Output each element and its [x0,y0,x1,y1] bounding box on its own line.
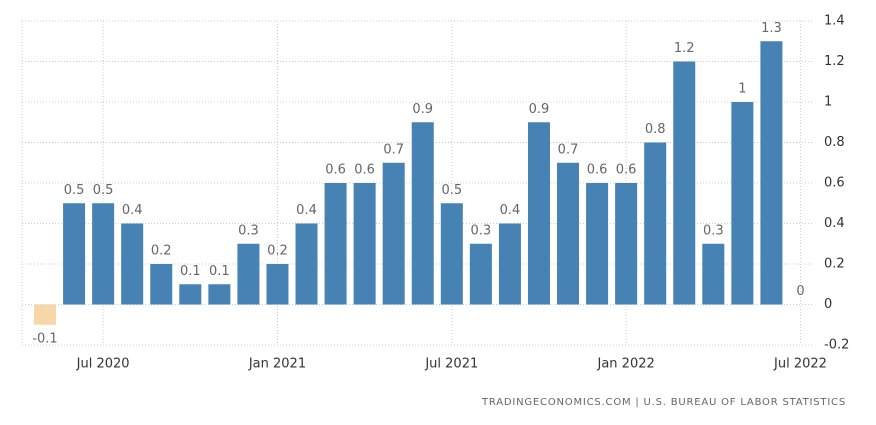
value-label: 1.3 [761,21,782,36]
value-label: 0.6 [325,163,346,178]
bar [644,142,667,305]
bar [63,203,86,305]
y-tick-label: 1.4 [824,14,845,29]
bar [295,223,318,305]
value-label: 0.4 [500,203,521,218]
bar [34,304,57,325]
value-label: 0.3 [238,223,259,238]
x-tick-label: Jul 2022 [773,357,827,372]
value-label: 0.5 [64,183,85,198]
value-label: 0.9 [412,102,433,117]
value-label: 0.2 [267,244,288,259]
value-label: 0.1 [209,264,230,279]
bar [702,243,725,305]
bar [208,284,231,305]
bar [237,243,260,305]
bar [382,162,405,305]
value-label: 0.6 [354,163,375,178]
value-label: 0.5 [441,183,462,198]
bar [179,284,202,305]
bar [92,203,115,305]
value-label: 0.4 [122,203,143,218]
value-label: 0 [796,284,804,299]
value-label: 0.6 [587,163,608,178]
value-label: 0.8 [645,122,666,137]
x-tick-label: Jul 2020 [76,357,130,372]
bar [411,122,434,305]
bar [673,61,696,305]
bar [121,223,144,305]
value-label: 0.6 [616,163,637,178]
value-label: 0.4 [296,203,317,218]
y-tick-label: 0.6 [824,176,845,191]
bar [557,162,580,305]
bar [527,122,550,305]
y-tick-label: 1.2 [824,54,845,69]
bar [469,243,492,305]
value-label: 1 [738,82,746,97]
bar [266,264,289,305]
bar [150,264,173,305]
value-label: 0.5 [93,183,114,198]
y-tick-label: -0.2 [824,338,849,353]
bar [760,41,783,305]
source: TRADINGECONOMICS.COM | U.S. BUREAU OF LA… [481,397,846,408]
y-tick-label: 0.2 [824,257,845,272]
y-tick-label: 0.8 [824,135,845,150]
bar [586,183,609,305]
value-label: 0.3 [471,223,492,238]
bar [353,183,376,305]
bar [498,223,521,305]
x-tick-label: Jul 2021 [424,357,478,372]
y-tick-label: 0.4 [824,216,845,231]
value-label: 0.7 [558,142,579,157]
bar [731,102,754,305]
bar [440,203,463,305]
x-tick-label: Jan 2022 [597,357,655,372]
value-label: 1.2 [674,41,695,56]
value-label: 0.1 [180,264,201,279]
bar [615,183,638,305]
value-label: -0.1 [32,331,57,346]
value-label: 0.7 [383,142,404,157]
value-label: 0.9 [529,102,550,117]
value-label: 0.3 [703,223,724,238]
value-label: 0.2 [151,244,172,259]
bar [324,183,347,305]
y-tick-label: 0 [824,297,832,312]
x-tick-label: Jan 2021 [248,357,306,372]
y-tick-label: 1 [824,95,832,110]
